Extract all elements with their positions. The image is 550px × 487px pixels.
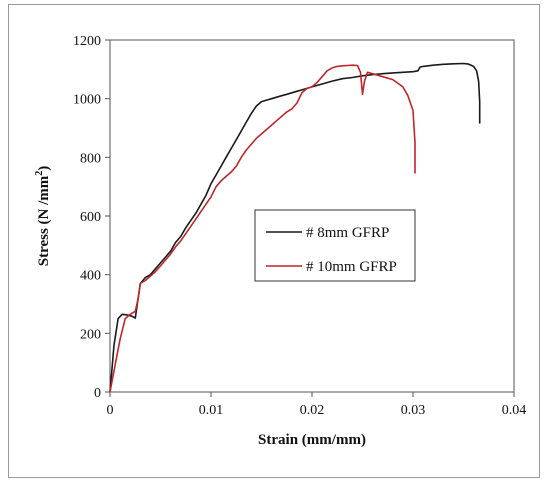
x-tick-label: 0.03	[401, 403, 426, 418]
y-tick-label: 1000	[73, 93, 101, 108]
legend-label-10mm: # 10mm GFRP	[306, 259, 397, 275]
y-tick-label: 600	[80, 210, 101, 225]
legend-box	[254, 209, 416, 282]
x-axis-title: Strain (mm/mm)	[258, 432, 366, 448]
x-tick-label: 0.04	[502, 403, 527, 418]
y-axis-title-end: )	[36, 166, 52, 171]
y-axis: 0 200 400 600 800 1000 1200	[73, 34, 110, 401]
y-axis-title-main: Stress (N /mm	[36, 175, 52, 266]
series-lines	[109, 62, 481, 393]
x-tick-label: 0.02	[300, 403, 325, 418]
y-tick-label: 1200	[73, 34, 101, 49]
x-tick-label: 0.01	[199, 403, 224, 418]
y-tick-label: 800	[80, 151, 101, 166]
x-axis: 0 0.01 0.02 0.03 0.04	[107, 392, 527, 418]
legend-label-8mm: # 8mm GFRP	[306, 225, 389, 241]
y-tick-label: 400	[80, 269, 101, 284]
y-axis-title: Stress (N /mm2)	[34, 166, 52, 267]
x-tick-label: 0	[107, 403, 114, 418]
series-line-10mm	[109, 64, 416, 393]
series-line-8mm	[109, 62, 481, 393]
y-tick-label: 0	[94, 386, 101, 401]
y-tick-label: 200	[80, 327, 101, 342]
y-axis-title-superscript: 2	[34, 171, 45, 176]
legend: # 8mm GFRP # 10mm GFRP	[254, 209, 416, 282]
